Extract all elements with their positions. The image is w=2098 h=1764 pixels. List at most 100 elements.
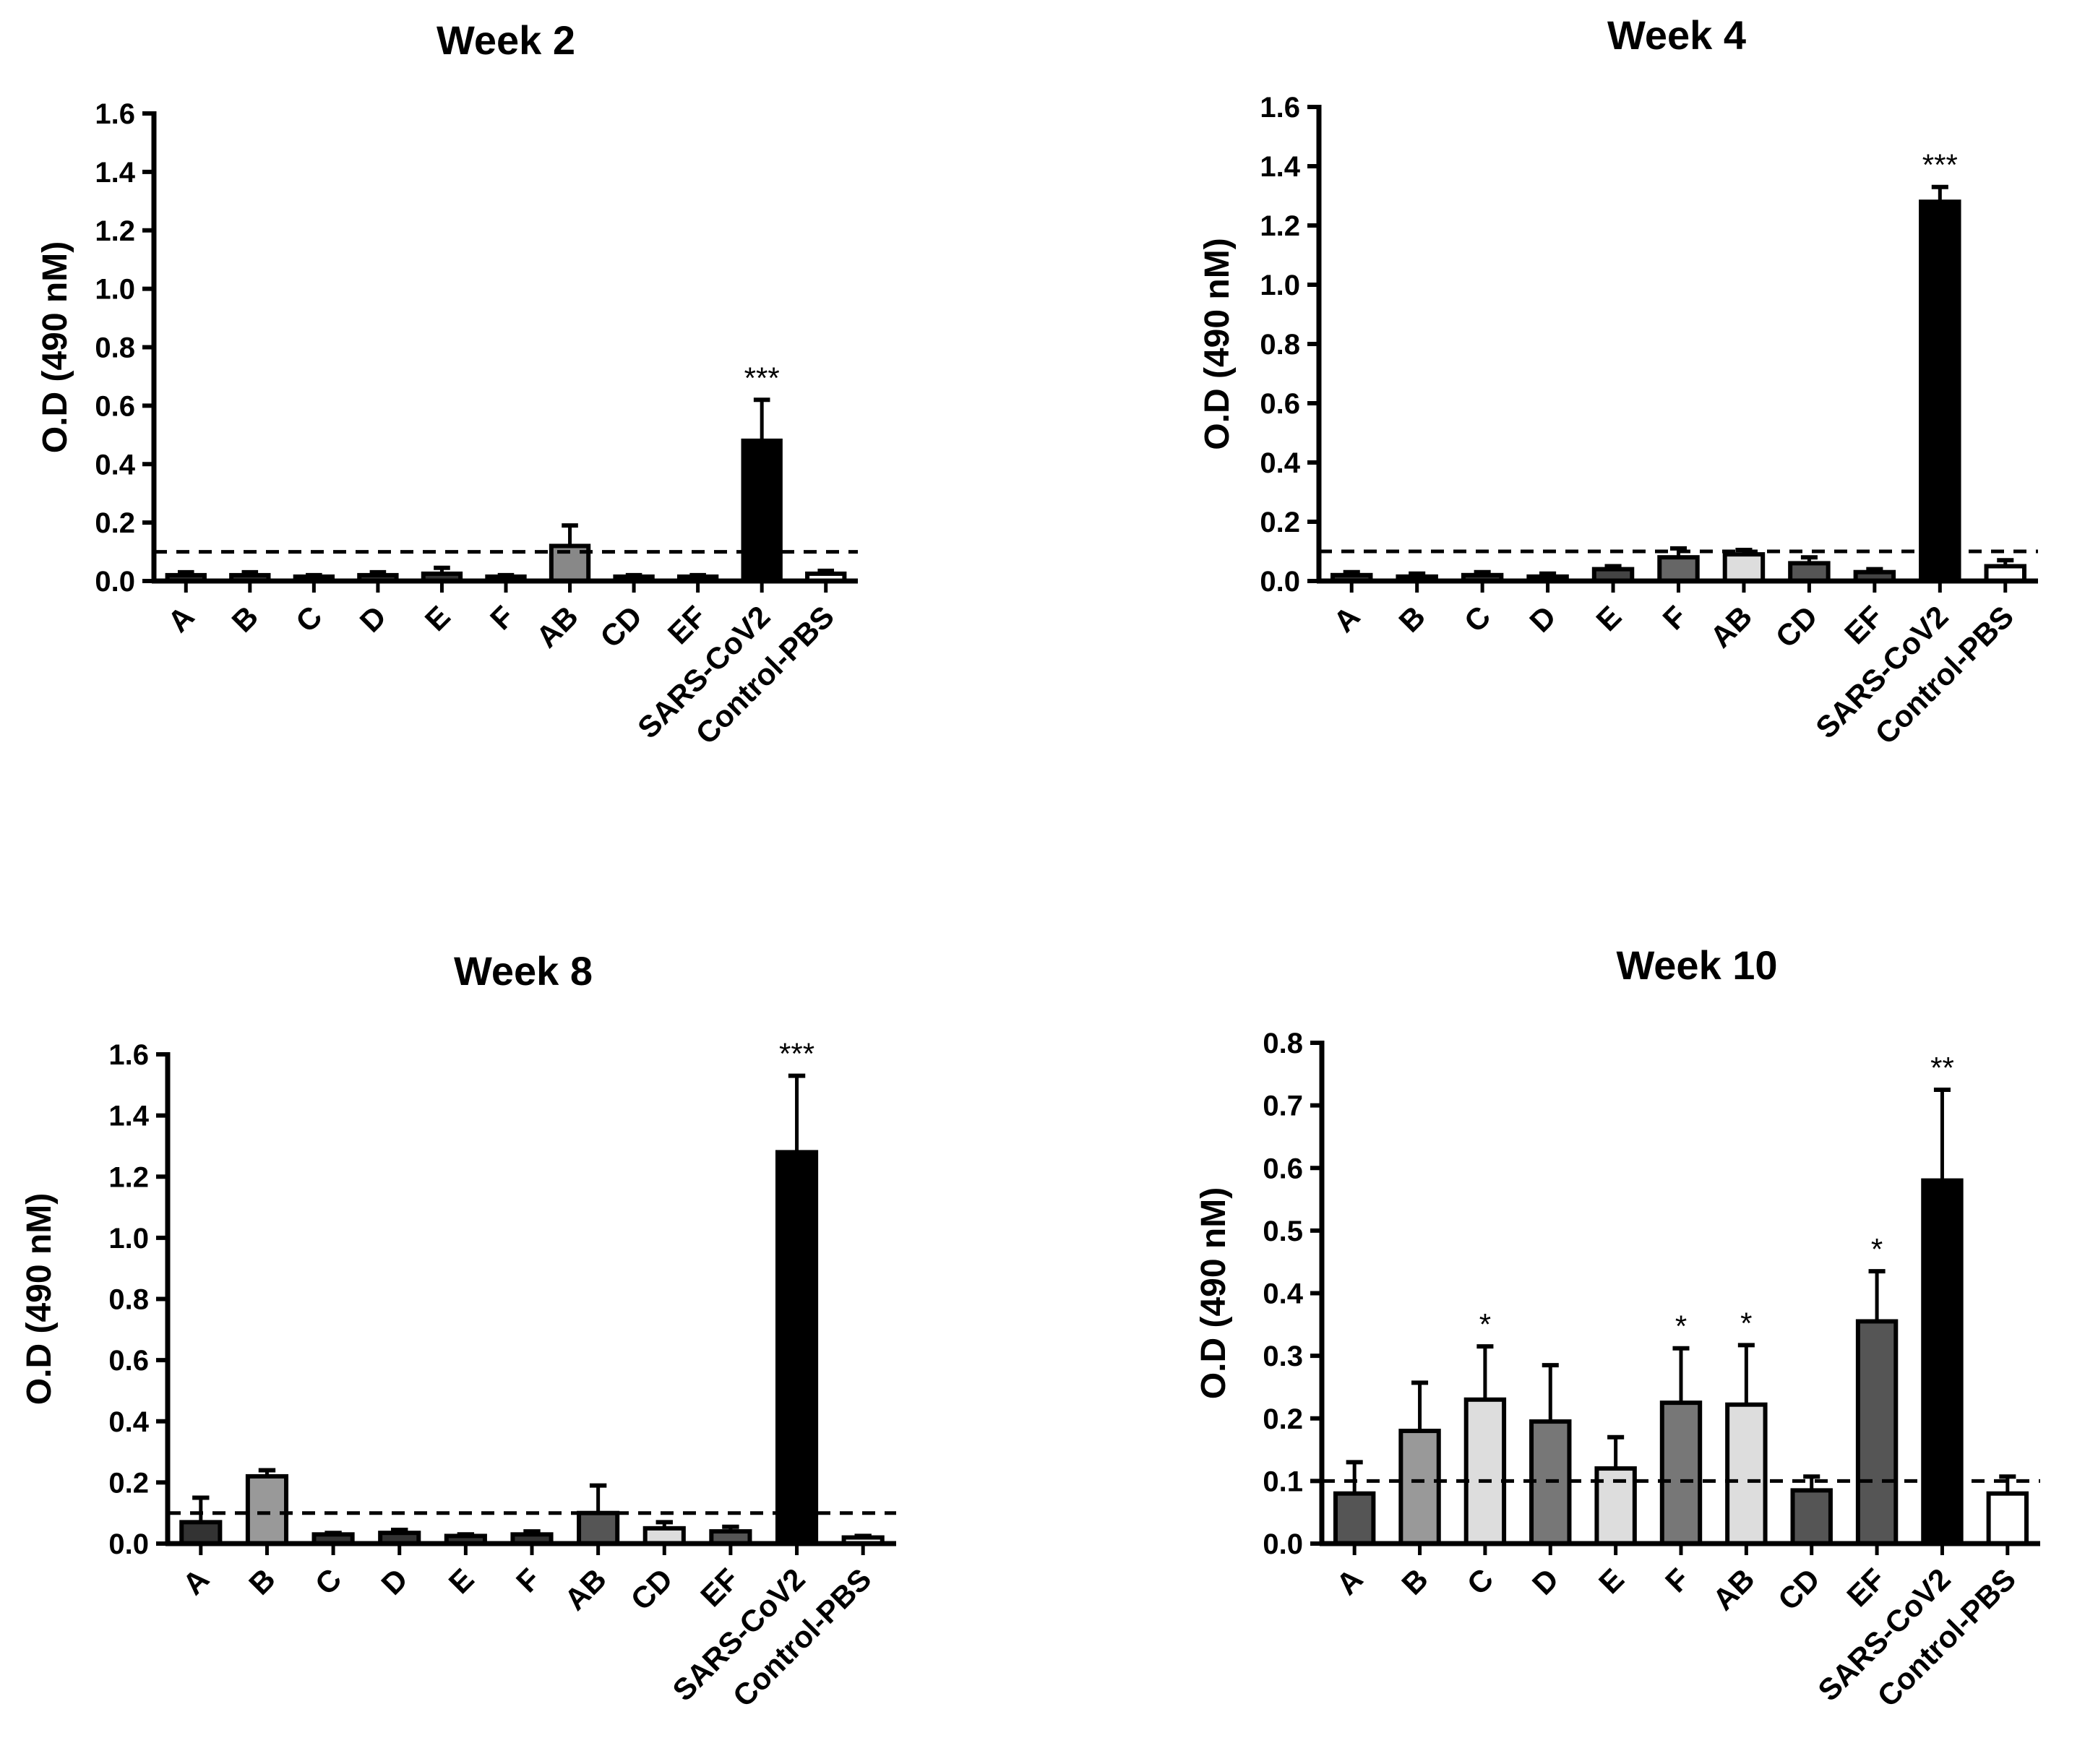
y-tick-label: 0.8	[108, 1284, 149, 1316]
x-tick-label: D	[374, 1562, 414, 1601]
y-tick-label: 0.1	[1263, 1466, 1303, 1497]
x-tick-label: A	[176, 1562, 215, 1601]
bar-ab	[1725, 1402, 1768, 1546]
y-tick-label: 0.8	[1263, 1028, 1303, 1059]
y-tick-label: 0.0	[95, 566, 135, 598]
bar-cd	[1790, 1488, 1833, 1546]
y-tick-label: 1.0	[95, 274, 135, 306]
y-tick-label: 0.4	[95, 449, 135, 481]
y-tick-label: 1.0	[1260, 270, 1300, 301]
x-tick-label: E	[442, 1562, 481, 1600]
y-tick-label: 1.2	[108, 1161, 149, 1193]
y-tick-label: 0.8	[95, 332, 135, 364]
bar-b	[245, 1473, 289, 1546]
x-tick-label: AB	[558, 1562, 613, 1617]
y-tick-label: 1.2	[1260, 210, 1300, 242]
x-tick-label: C	[1461, 1562, 1500, 1601]
y-tick-label: 0.4	[1260, 447, 1300, 479]
x-tick-label: B	[1395, 1562, 1435, 1601]
y-tick-label: 0.2	[108, 1467, 149, 1499]
bar-cd	[1788, 561, 1831, 584]
x-tick-label: C	[1458, 599, 1497, 639]
y-tick-label: 0.8	[1260, 329, 1300, 361]
bar-a	[1333, 1491, 1376, 1546]
y-tick-label: 0.4	[108, 1406, 149, 1438]
bar-ab	[1722, 552, 1766, 583]
significance-label: ***	[1922, 148, 1958, 182]
bar-f	[1659, 1401, 1703, 1546]
x-tick-label: EF	[661, 599, 713, 650]
bar-ef	[1855, 1319, 1899, 1546]
bar-sars-cov2	[1919, 199, 1961, 583]
x-tick-label: A	[1327, 599, 1367, 639]
y-axis-label: O.D (490 nM)	[1198, 238, 1237, 449]
y-tick-label: 0.0	[1260, 566, 1300, 598]
chart-title: Week 4	[1607, 12, 1746, 58]
x-tick-label: EF	[694, 1562, 745, 1613]
x-tick-label: CD	[1771, 1562, 1826, 1617]
chart-title: Week 10	[1616, 942, 1777, 988]
bar-b	[1398, 1429, 1441, 1546]
chart-title: Week 2	[437, 17, 575, 63]
y-tick-label: 0.3	[1263, 1341, 1303, 1372]
x-tick-label: E	[418, 599, 457, 637]
x-tick-label: CD	[593, 599, 648, 654]
bar-sars-cov2	[741, 438, 783, 584]
significance-label: *	[1871, 1232, 1883, 1266]
y-tick-label: 0.6	[1263, 1153, 1303, 1184]
y-tick-label: 1.4	[108, 1101, 149, 1132]
y-tick-label: 1.6	[108, 1039, 149, 1071]
y-tick-label: 1.2	[95, 215, 135, 247]
y-tick-label: 1.0	[108, 1223, 149, 1255]
x-tick-label: EF	[1840, 1562, 1891, 1613]
bar-c	[1463, 1397, 1507, 1546]
x-tick-label: A	[161, 599, 201, 639]
x-tick-label: EF	[1838, 599, 1889, 650]
y-tick-label: 1.6	[1260, 92, 1300, 124]
y-tick-label: 0.5	[1263, 1216, 1303, 1247]
x-tick-label: A	[1330, 1562, 1370, 1601]
y-tick-label: 0.2	[1263, 1403, 1303, 1435]
x-tick-label: E	[1589, 599, 1628, 637]
y-tick-label: 0.4	[1263, 1278, 1303, 1310]
y-axis-label: O.D (490 nM)	[36, 241, 74, 453]
bar-f	[1657, 555, 1700, 584]
y-tick-label: 0.2	[95, 507, 135, 539]
y-axis-label: O.D (490 nM)	[20, 1193, 59, 1405]
x-tick-label: F	[510, 1562, 546, 1599]
chart-panel-2: Week 4 O.D (490 nM) 0.0 0.2 0.4 0.6 0.8 1.0 1.2 1…	[1198, 12, 2038, 751]
y-tick-label: 1.4	[1260, 151, 1300, 183]
x-tick-label: AB	[1703, 599, 1758, 654]
y-tick-label: 0.0	[1263, 1528, 1303, 1560]
significance-label: ***	[779, 1037, 814, 1071]
x-tick-label: D	[1523, 599, 1562, 639]
y-tick-label: 0.6	[95, 390, 135, 422]
x-tick-label: B	[225, 599, 265, 639]
x-tick-label: D	[353, 599, 393, 639]
x-tick-label: CD	[1769, 599, 1824, 654]
x-tick-label: C	[289, 599, 329, 639]
chart-panel-3: Week 8 O.D (490 nM) 0.0 0.2 0.4 0.6 0.8 1.0 1.2 1…	[20, 948, 896, 1713]
x-tick-label: C	[309, 1562, 348, 1601]
bar-ab	[577, 1510, 620, 1546]
x-tick-label: B	[1392, 599, 1432, 639]
x-tick-label: F	[1659, 1562, 1695, 1599]
x-tick-label: AB	[530, 599, 585, 654]
x-tick-label: AB	[1706, 1562, 1761, 1617]
significance-label: *	[1675, 1309, 1687, 1343]
chart-panel-1: Week 2 O.D (490 nM) 0.0 0.2 0.4 0.6 0.8 1.0 1.2 1…	[36, 17, 858, 751]
bar-a	[179, 1520, 223, 1546]
x-tick-label: B	[242, 1562, 282, 1601]
y-tick-label: 0.2	[1260, 507, 1300, 538]
x-tick-label: F	[1656, 599, 1693, 636]
bar-sars-cov2	[775, 1150, 819, 1546]
y-tick-label: 1.4	[95, 157, 135, 189]
significance-label: *	[1479, 1307, 1491, 1341]
chart-title: Week 8	[454, 948, 593, 994]
x-tick-label: CD	[624, 1562, 679, 1617]
y-tick-label: 1.6	[95, 98, 135, 130]
significance-label: *	[1740, 1306, 1752, 1340]
bar-control-pbs	[1986, 1491, 2029, 1546]
y-tick-label: 0.0	[108, 1528, 149, 1560]
